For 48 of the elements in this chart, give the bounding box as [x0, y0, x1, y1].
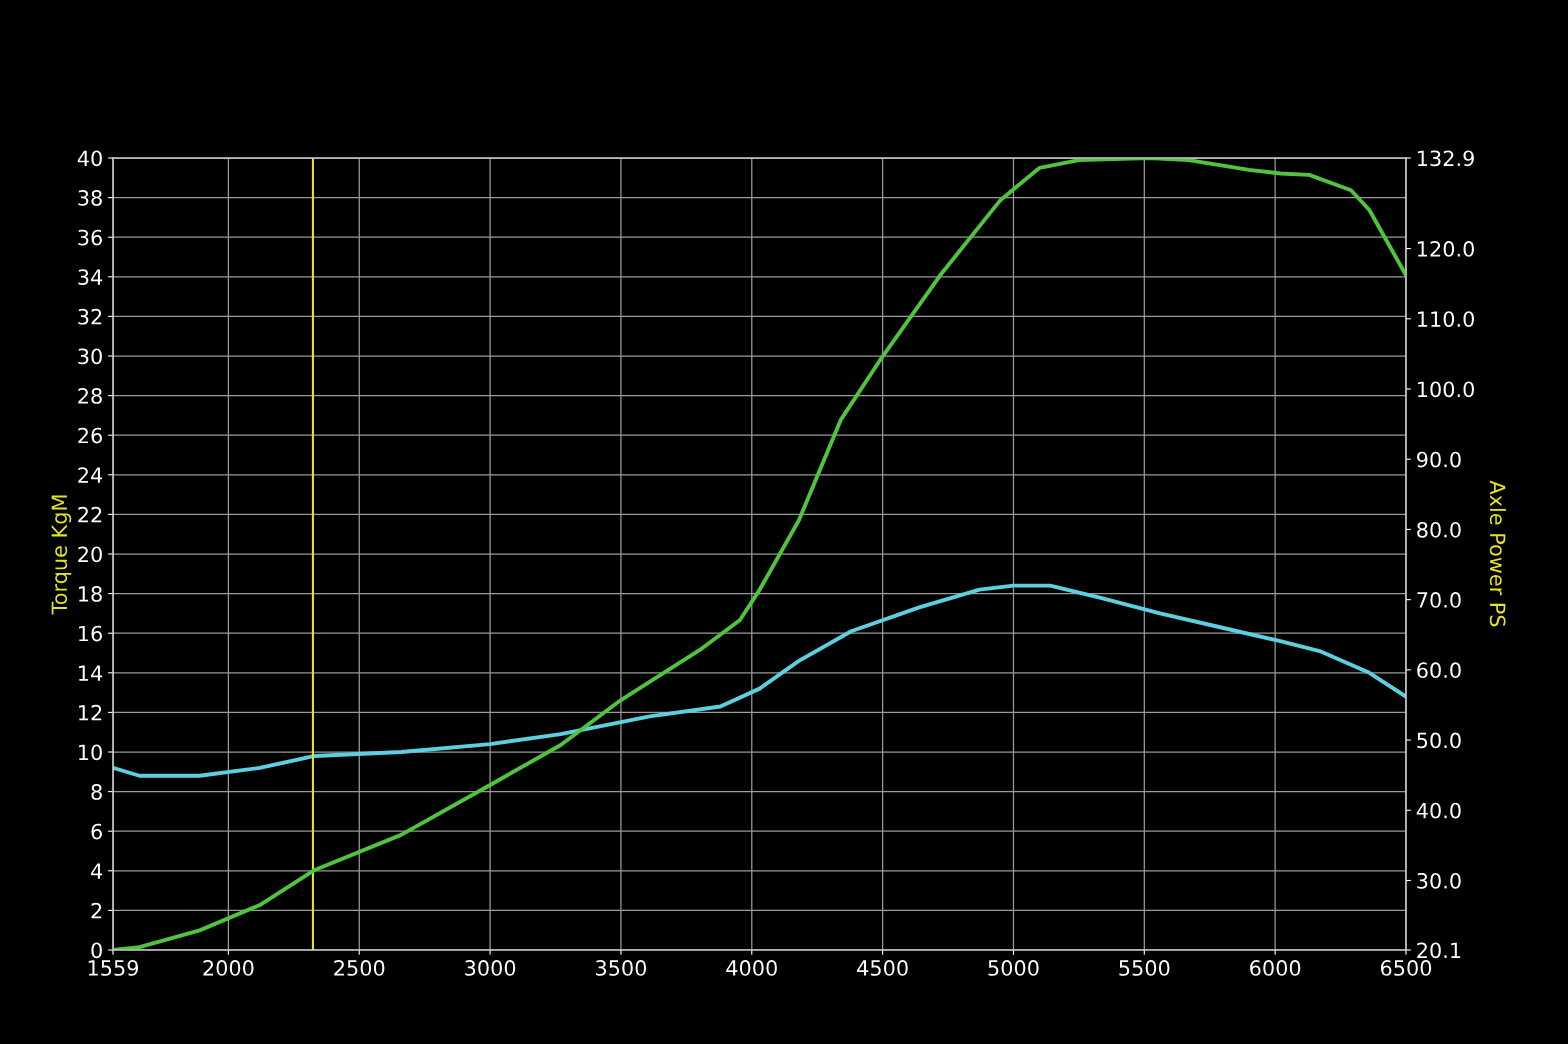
x-tick-label: 4000 — [726, 960, 777, 976]
x-tick-label: 4500 — [857, 960, 908, 976]
y-tick-label: 4 — [91, 863, 103, 879]
y-tick-label: 12 — [79, 704, 102, 721]
x-tick-label: 3000 — [465, 960, 516, 976]
x-tick-label: 6000 — [1250, 960, 1301, 976]
y2-tick-label: 40.0 — [1416, 802, 1461, 819]
y-tick-label: 6 — [91, 823, 102, 840]
x-tick-label: 1559 — [88, 960, 139, 976]
y-tick-label: 32 — [78, 308, 102, 325]
x-tick-label: 6500 — [1380, 960, 1432, 976]
y-axis-title: Torque KgM — [51, 495, 72, 615]
y2-tick-label: 70.0 — [1417, 592, 1461, 608]
y-tick-label: 2 — [91, 902, 102, 919]
y-tick-label: 14 — [79, 665, 103, 681]
y2-tick-label: 100.0 — [1418, 381, 1474, 398]
y2-tick-label: 20.1 — [1417, 942, 1461, 959]
y-tick-label: 22 — [78, 506, 102, 523]
y-tick-label: 20 — [78, 546, 102, 563]
y2-tick-label: 120.0 — [1418, 241, 1474, 257]
y2-tick-label: 50.0 — [1417, 732, 1461, 749]
y-tick-label: 30 — [78, 348, 102, 365]
y2-tick-label: 110.0 — [1418, 311, 1474, 327]
x-tick-label: 2000 — [203, 960, 254, 976]
y-tick-label: 28 — [78, 388, 102, 404]
y2-tick-label: 132.9 — [1418, 150, 1474, 167]
y2-tick-label: 60.0 — [1417, 662, 1461, 679]
x-tick-label: 2500 — [334, 960, 385, 976]
x-tick-label: 5000 — [988, 960, 1039, 976]
y-tick-label: 10 — [79, 744, 102, 761]
y-tick-label: 40 — [77, 150, 102, 167]
y-tick-label: 16 — [79, 625, 102, 642]
y-tick-label: 38 — [78, 190, 102, 206]
y-tick-label: 34 — [78, 269, 103, 286]
y-tick-label: 0 — [91, 942, 102, 959]
y-tick-label: 26 — [78, 427, 102, 444]
y-tick-label: 36 — [78, 229, 102, 246]
line-series — [113, 158, 1406, 950]
y2-tick-label: 90.0 — [1417, 451, 1461, 468]
y2-tick-label: 30.0 — [1417, 872, 1461, 889]
line-series — [113, 583, 1406, 778]
y2-tick-label: 80.0 — [1417, 521, 1461, 538]
y-tick-label: 24 — [78, 467, 103, 483]
y-tick-label: 18 — [79, 586, 102, 602]
y-tick-label: 8 — [91, 784, 102, 800]
x-tick-label: 5500 — [1119, 960, 1170, 976]
x-tick-label: 3500 — [596, 960, 647, 976]
y2-axis-title: Axle Power PS — [1489, 480, 1506, 627]
